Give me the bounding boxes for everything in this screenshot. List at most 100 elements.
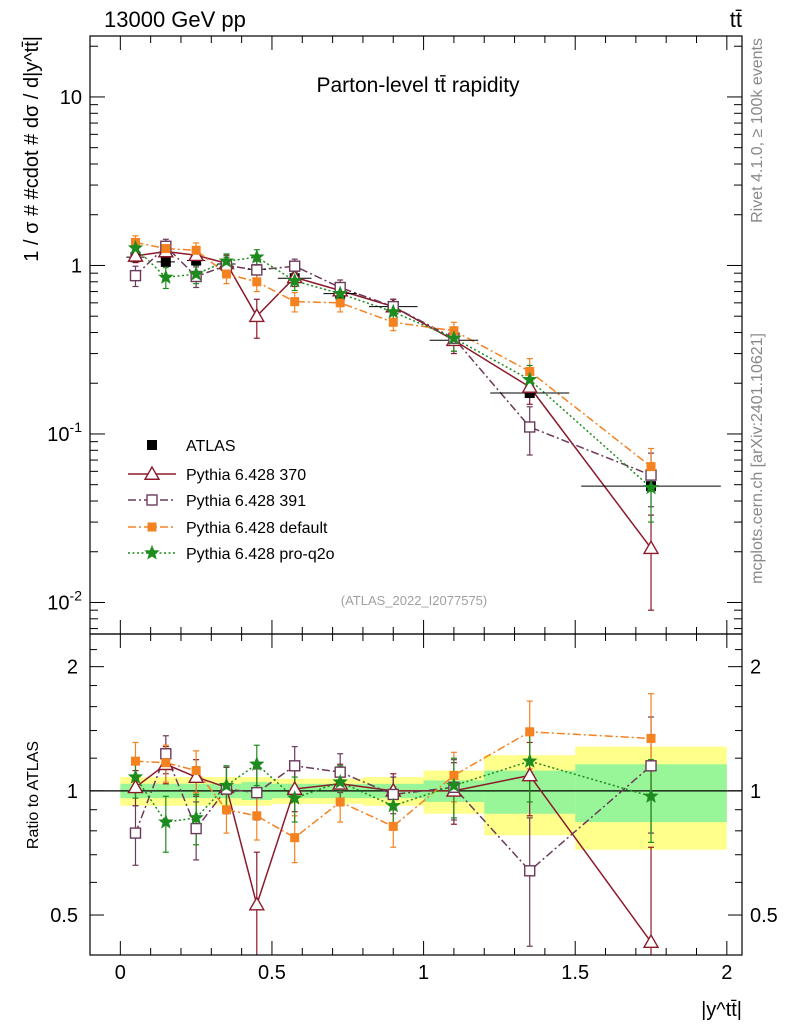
series-3-point (335, 298, 345, 308)
series-2-ratio-point (645, 760, 657, 772)
atlas-data-point (524, 388, 535, 399)
series-2-point (288, 260, 301, 272)
legend-series-1-label: Pythia 6.428 370 (186, 467, 306, 484)
series-3-ratio-point (449, 770, 459, 780)
ratio-axis-label: Ratio to ATLAS (25, 741, 42, 849)
series-3-ratio-point (161, 758, 171, 768)
series-4-ratio-point (522, 753, 538, 768)
x-tick-label: 1.5 (561, 962, 589, 984)
atlas-data-point (160, 256, 171, 267)
analysis-watermark: (ATLAS_2022_I2077575) (341, 593, 487, 608)
rivet-version-label: Rivet 4.1.0, ≥ 100k events (749, 38, 766, 223)
series-3-ratio-point (191, 766, 201, 776)
series-4-point (158, 269, 174, 284)
x-axis-label: |y^tt̄| (701, 999, 742, 1021)
series-3-ratio-point (130, 756, 140, 766)
main-panel-frame (89, 35, 743, 635)
series-2-ratio-point (524, 865, 536, 877)
series-4-point (249, 249, 265, 264)
series-3-point (290, 297, 300, 307)
legend-series-3-label: Pythia 6.428 default (186, 520, 328, 537)
series-4-ratio-point (127, 768, 144, 784)
mcplots-credit-label: mcplots.cern.ch [arXiv:2401.10621] (749, 333, 766, 584)
series-2-point (524, 421, 536, 433)
series-3-point (646, 462, 656, 472)
process-label: tt̄ (730, 7, 742, 32)
series-3-point (525, 366, 535, 376)
series-1-ratio-point (521, 766, 538, 782)
series-1-ratio-point (642, 933, 660, 948)
y-axis-label: 1 / σ # #cdot # dσ / d|y^tt̄| (21, 36, 43, 262)
series-4-ratio-point (286, 790, 303, 805)
x-tick-label: 1 (418, 962, 429, 984)
series-4-point (218, 253, 235, 268)
series-4-ratio-point (385, 797, 401, 813)
series-4-point (446, 330, 462, 345)
series-4-ratio-point (218, 777, 235, 793)
series-1-point (127, 247, 144, 262)
series-4-ratio-point (188, 809, 204, 825)
legend-atlas-label: ATLAS (186, 438, 236, 455)
series-2-ratio-point (160, 748, 172, 760)
x-tick-label: 0 (115, 962, 126, 984)
series-1-point (521, 378, 538, 393)
series-3-line (135, 241, 652, 468)
series-4-ratio-point (332, 773, 348, 789)
legend-series-3-marker (147, 522, 157, 532)
x-tick-label: 2 (721, 962, 732, 984)
series-1-ratio-point (187, 768, 205, 784)
y-tick-label: 10-2 (47, 587, 82, 614)
series-3-ratio-point (646, 733, 656, 743)
series-4-point (332, 285, 348, 301)
series-4-ratio-point (158, 813, 174, 829)
series-4-ratio-point (643, 788, 659, 803)
series-3-ratio-point (335, 797, 345, 807)
legend-series-4-marker (144, 544, 160, 560)
series-4-ratio-point (446, 777, 462, 793)
series-4-point (522, 371, 538, 387)
series-1-point (248, 307, 265, 323)
series-3-ratio-point (525, 727, 535, 737)
chart-title: Parton-level tt̄ rapidity (316, 74, 520, 97)
series-4-point (643, 479, 659, 495)
series-3-ratio-point (252, 811, 262, 821)
series-3-point (191, 245, 201, 255)
ratio-tick-label-left: 1 (67, 781, 78, 803)
energy-label: 13000 GeV pp (104, 7, 246, 32)
series-3-ratio-line (135, 731, 652, 839)
legend-atlas-marker (147, 440, 157, 450)
series-4-point (188, 265, 204, 281)
series-3-ratio-point (388, 821, 398, 831)
series-2-point (129, 269, 142, 282)
series-3-point (252, 277, 262, 287)
series-4-ratio-point (249, 756, 265, 771)
legend-series-4-label: Pythia 6.428 pro-q2o (186, 546, 335, 563)
series-3-point (388, 317, 398, 327)
ratio-tick-label-left: 2 (67, 657, 78, 679)
series-3-ratio-point (290, 833, 300, 843)
series-4-point (286, 272, 303, 288)
y-tick-label: 10-1 (47, 419, 82, 446)
series-2-ratio-point (251, 786, 263, 799)
series-2-ratio-point (190, 822, 202, 835)
ratio-tick-label-right: 2 (750, 657, 761, 679)
series-3-ratio-point (221, 805, 231, 815)
series-4-point (127, 239, 144, 255)
series-2-ratio-point (129, 827, 142, 839)
ratio-tick-label-right: 1 (750, 781, 761, 803)
series-1-ratio-point (248, 896, 265, 911)
series-2-ratio-point (288, 760, 301, 772)
ratio-tick-label-left: 0.5 (50, 905, 78, 927)
series-2-line (134, 245, 652, 476)
legend: ATLAS Pythia 6.428 370 Pythia 6.428 391 Pyt… (128, 438, 335, 563)
series-2-point (251, 264, 263, 276)
series-4-point (385, 303, 401, 319)
legend-series-2-label: Pythia 6.428 391 (186, 493, 306, 510)
series-1-point (642, 539, 660, 555)
ratio-panel-frame (89, 633, 743, 956)
series-3-point (161, 244, 171, 254)
y-tick-label: 10 (60, 87, 82, 109)
x-tick-label: 0.5 (258, 962, 286, 984)
ratio-tick-label-right: 0.5 (750, 905, 778, 927)
legend-series-2-marker (146, 494, 158, 506)
